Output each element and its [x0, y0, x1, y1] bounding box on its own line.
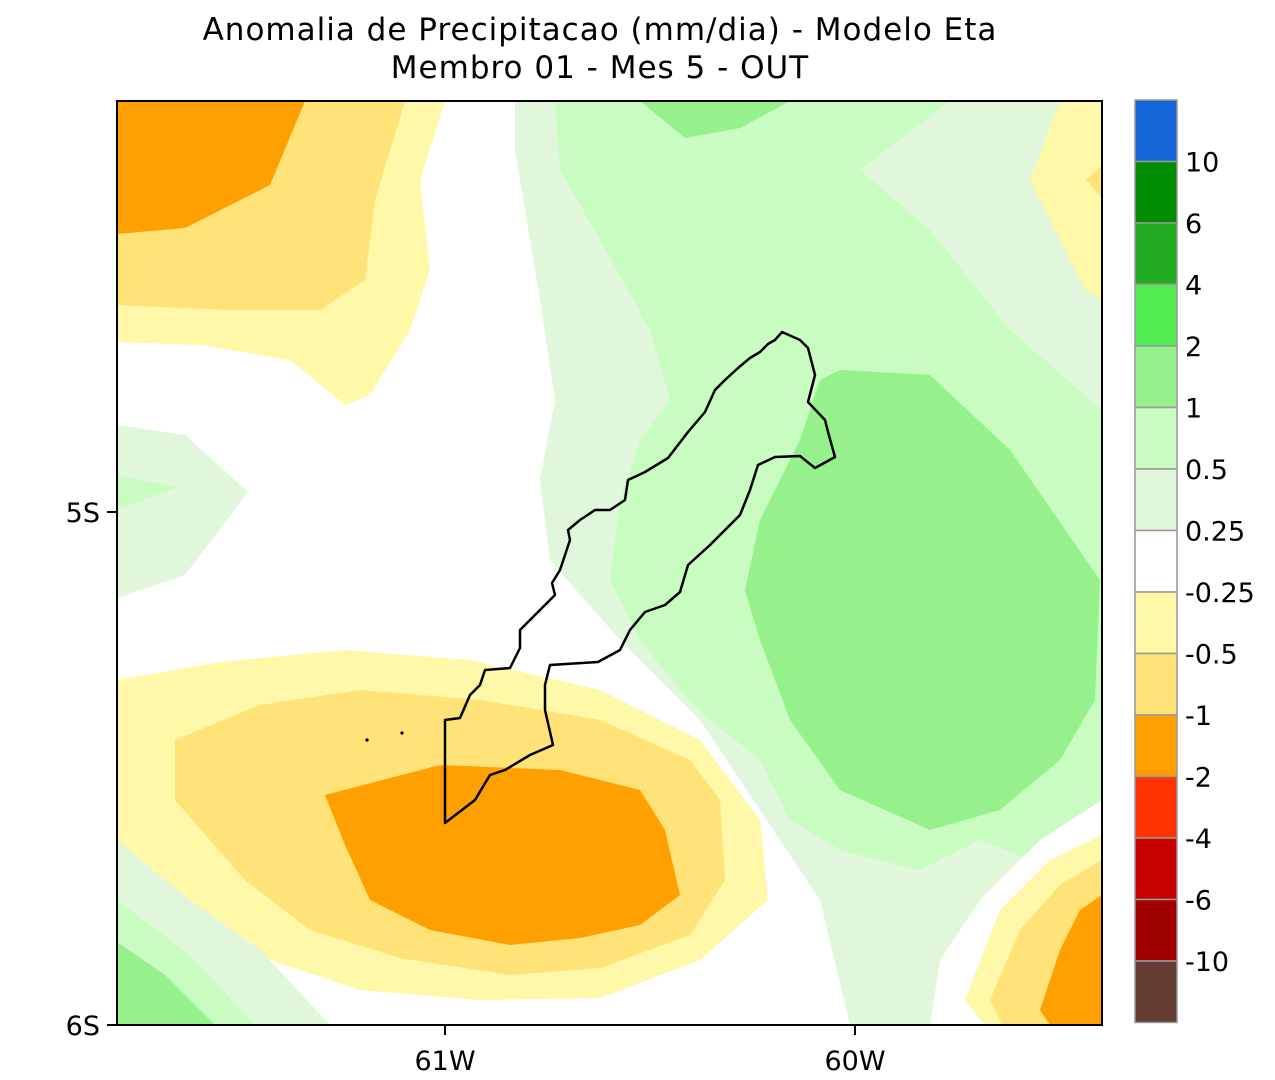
- map-title: Anomalia de Precipitacao (mm/dia) - Mode…: [202, 12, 998, 48]
- island-dot: [400, 731, 404, 735]
- pale-yellow-ne: [1030, 101, 1102, 300]
- orange-nw: [117, 101, 305, 234]
- lon-tick-label: 60W: [824, 1046, 885, 1077]
- color-bar-swatch: [1134, 652, 1178, 716]
- color-bar-swatch: [1134, 714, 1178, 778]
- light-green-west: [117, 425, 248, 598]
- color-bar-label: 4: [1185, 271, 1202, 302]
- color-bar: 10 6 4 2 1 0.5 0.25 -0.25 -0.5 -1 -2 -4 -6 -10: [1134, 99, 1255, 1024]
- lon-tick-label: 61W: [414, 1046, 475, 1077]
- color-bar-swatch: [1134, 406, 1178, 470]
- color-bar-label: -10: [1185, 947, 1229, 978]
- color-bar-label: 1: [1185, 394, 1202, 425]
- color-bar-swatch: [1134, 468, 1178, 532]
- map-subtitle: Membro 01 - Mes 5 - OUT: [390, 50, 810, 86]
- color-bar-swatch: [1134, 345, 1178, 409]
- color-bar-swatch: [1134, 529, 1178, 593]
- green-region-east: [745, 370, 1100, 830]
- island-dot: [365, 738, 369, 742]
- color-bar-swatch: [1134, 775, 1178, 839]
- greener-sw-corner: [117, 942, 215, 1025]
- color-bar-swatch: [1134, 283, 1178, 347]
- color-bar-label: 10: [1185, 148, 1219, 179]
- lat-tick-label: 6S: [66, 1011, 100, 1042]
- gold-ne: [1086, 165, 1102, 198]
- color-bar-label: -4: [1185, 824, 1212, 855]
- color-bar-label: 0.5: [1185, 455, 1228, 486]
- anomaly-field: [117, 101, 1102, 1025]
- orange-se: [1040, 895, 1102, 1025]
- lat-tick-label: 5S: [66, 498, 100, 529]
- color-bar-swatch: [1134, 99, 1178, 163]
- color-bar-label: -0.5: [1185, 640, 1238, 671]
- color-bar-swatch: [1134, 837, 1178, 901]
- color-bar-swatch: [1134, 898, 1178, 962]
- color-bar-swatch: [1134, 160, 1178, 224]
- orange-sw: [325, 765, 680, 945]
- color-bar-label: 2: [1185, 332, 1202, 363]
- color-bar-swatch: [1134, 222, 1178, 286]
- plot-frame: [116, 100, 1103, 1026]
- basin-outline: [443, 330, 837, 825]
- green-region-top: [640, 101, 790, 138]
- green-west: [117, 475, 178, 510]
- color-bar-label: -2: [1185, 763, 1212, 794]
- color-bar-label: -6: [1185, 886, 1212, 917]
- color-bar-label: -0.25: [1185, 578, 1255, 609]
- color-bar-label: 0.25: [1185, 517, 1245, 548]
- color-bar-swatch: [1134, 960, 1178, 1024]
- color-bar-label: 6: [1185, 209, 1202, 240]
- color-bar-label: -1: [1185, 701, 1212, 732]
- color-bar-swatch: [1134, 591, 1178, 655]
